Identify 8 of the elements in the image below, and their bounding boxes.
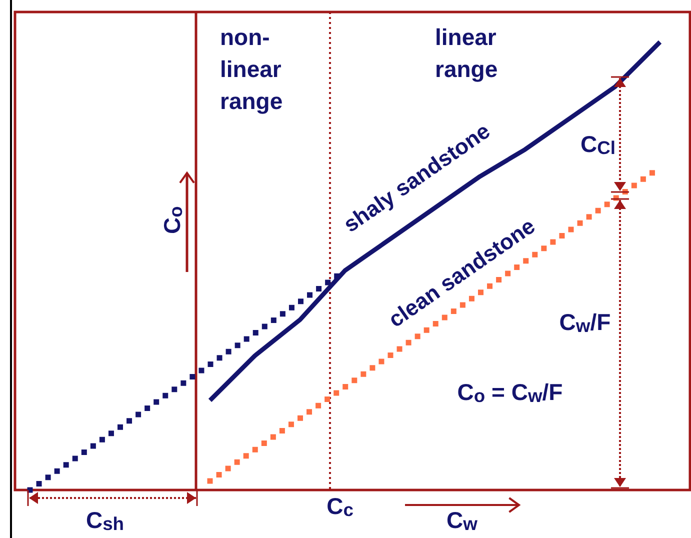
annotation: C$_{o}$ = C$_{w}$/F (457, 379, 563, 406)
annotation: non-linear range (220, 24, 283, 114)
annotation: linear range (435, 24, 498, 82)
text: C$_{c}$ (326, 493, 354, 520)
annotation: C$_{Cl}$ (580, 131, 616, 158)
text: C$_{w}$ (446, 507, 478, 534)
text: C$_{sh}$ (86, 507, 124, 534)
annotation: C$_{w}$/F (559, 309, 611, 336)
